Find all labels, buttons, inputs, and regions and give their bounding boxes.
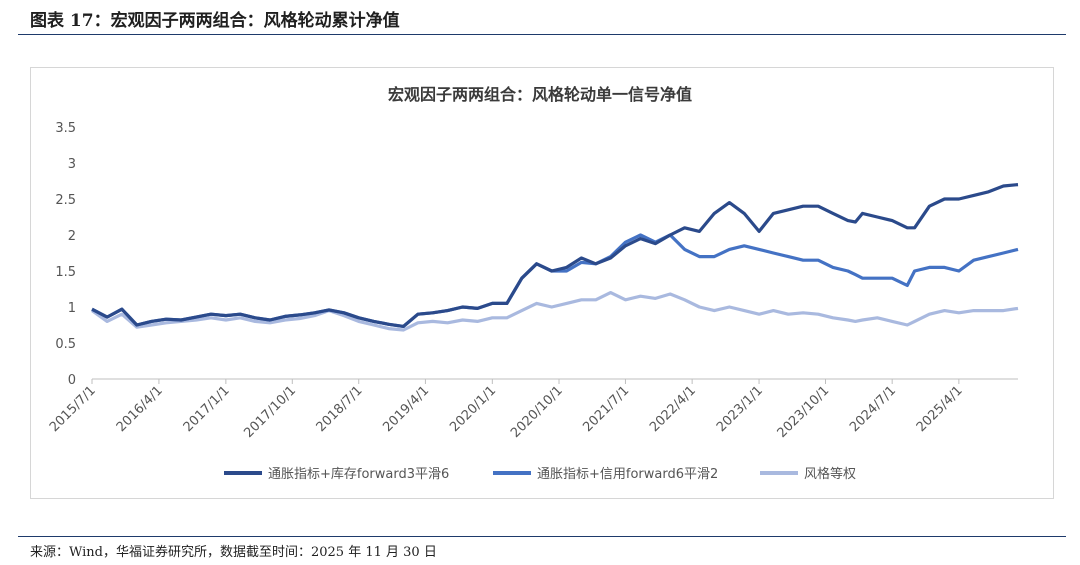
x-tick-label: 2015/7/1: [47, 383, 99, 435]
x-tick-label: 2020/10/1: [508, 383, 566, 441]
y-axis: 0 0.5 1 1.5 2 2.5 3 3.5: [55, 121, 76, 388]
y-tick-label: 0: [68, 373, 76, 388]
legend-label-2: 通胀指标+信用forward6平滑2: [537, 467, 718, 482]
series-line-3: [91, 291, 1019, 332]
source-note: 来源：Wind，华福证券研究所，数据截至时间：2025 年 11 月 30 日: [30, 545, 437, 560]
x-tick-label: 2018/7/1: [314, 383, 366, 435]
x-tick-label: 2023/1/1: [714, 383, 766, 435]
x-tick-label: 2020/1/1: [447, 383, 499, 435]
y-tick-label: 3.5: [55, 121, 76, 136]
x-tick-label: 2019/4/1: [380, 383, 432, 435]
legend-label-3: 风格等权: [804, 466, 856, 482]
y-tick-label: 3: [68, 157, 76, 172]
y-tick-label: 2.5: [55, 193, 76, 208]
y-tick-label: 1.5: [55, 265, 76, 280]
series-line-2: [91, 233, 1019, 328]
series-lines: [91, 183, 1019, 332]
chart-frame: [30, 67, 1054, 499]
x-tick-label: 2023/10/1: [775, 383, 833, 441]
legend-label-1: 通胀指标+库存forward3平滑6: [268, 466, 449, 482]
x-tick-label: 2021/7/1: [580, 383, 632, 435]
figure-caption: 图表 17：宏观因子两两组合：风格轮动累计净值: [30, 11, 400, 31]
series-line-1: [91, 183, 1019, 328]
top-rule: [18, 34, 1066, 35]
y-tick-label: 2: [68, 229, 76, 244]
x-axis: 2015/7/1 2016/4/1 2017/1/1 2017/10/1 2018/7/…: [47, 379, 966, 441]
x-tick-label: 2017/10/1: [241, 383, 299, 441]
chart-title: 宏观因子两两组合：风格轮动单一信号净值: [387, 85, 692, 104]
bottom-rule: [18, 536, 1066, 537]
x-tick-label: 2022/4/1: [647, 383, 699, 435]
x-tick-label: 2016/4/1: [114, 383, 166, 435]
x-tick-label: 2025/4/1: [914, 383, 966, 435]
x-tick-label: 2024/7/1: [847, 383, 899, 435]
y-tick-label: 0.5: [55, 337, 76, 352]
legend: 通胀指标+库存forward3平滑6 通胀指标+信用forward6平滑2 风格等权: [224, 466, 856, 482]
y-tick-label: 1: [68, 301, 76, 316]
x-tick-label: 2017/1/1: [181, 383, 233, 435]
